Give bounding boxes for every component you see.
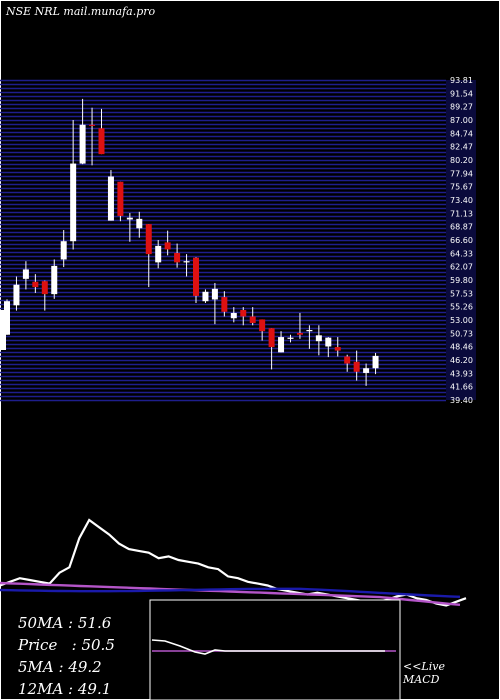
- price-tick-label: 43.93: [450, 369, 473, 378]
- price-tick-label: 50.73: [450, 329, 473, 338]
- candle-body: [344, 356, 351, 364]
- candle-body: [164, 242, 171, 250]
- macd-label-live: <<Live: [403, 660, 445, 673]
- price-tick-label: 84.74: [450, 129, 473, 138]
- price-tick-label: 77.94: [450, 169, 473, 178]
- candle-body: [4, 301, 10, 335]
- price-grid: [0, 79, 476, 402]
- price-tick-label: 53.00: [450, 316, 473, 325]
- price-tick-label: 91.54: [450, 89, 473, 98]
- price-tick-label: 82.47: [450, 143, 473, 152]
- candle-body: [98, 128, 105, 155]
- candle-body: [126, 217, 133, 220]
- candle-body: [259, 319, 266, 332]
- price-tick-label: 39.40: [450, 396, 473, 405]
- macd-line: [151, 639, 385, 655]
- candle-body: [70, 163, 77, 242]
- price-tick-label: 62.07: [450, 263, 473, 272]
- candle-body: [13, 284, 20, 306]
- candle-body: [240, 310, 247, 317]
- price-axis-labels: 93.81 91.54 89.27 87.00 84.74 82.47 80.20 77.94…: [450, 76, 473, 405]
- price-tick-label: 48.46: [450, 343, 473, 352]
- candle-body: [41, 281, 48, 295]
- candle-body: [79, 124, 86, 164]
- price-tick-label: 80.20: [450, 156, 473, 165]
- candle-body: [315, 335, 322, 342]
- price-tick-label: 73.40: [450, 196, 473, 205]
- candle-body: [363, 368, 370, 373]
- candle-body: [145, 224, 152, 255]
- chart-title: NSE NRL mail.munafa.pro: [5, 5, 156, 18]
- candle-body: [353, 361, 360, 372]
- candle-body: [193, 257, 199, 296]
- candle-body: [89, 124, 96, 126]
- candle-body: [32, 281, 39, 288]
- macd-label-title: MACD: [403, 673, 440, 686]
- candle-body: [0, 310, 6, 350]
- price-tick-label: 59.80: [450, 276, 473, 285]
- candle-body: [107, 176, 114, 221]
- ma-short-line: [0, 587, 461, 598]
- candle-body: [155, 245, 162, 263]
- candle-body: [296, 332, 303, 335]
- candle-body: [174, 252, 181, 263]
- candle-body: [183, 261, 190, 263]
- indicator-panel: [0, 518, 467, 607]
- price-tick-label: 64.33: [450, 249, 473, 258]
- candle-body: [334, 347, 341, 351]
- price-tick-label: 41.66: [450, 383, 473, 392]
- candle-body: [51, 265, 58, 295]
- price-tick-label: 71.13: [450, 209, 473, 218]
- candle-body: [117, 181, 124, 216]
- price-tick-label: 46.20: [450, 356, 473, 365]
- macd-panel: [149, 599, 401, 700]
- price-tick-label: 66.60: [450, 236, 473, 245]
- price-tick-label: 57.53: [450, 289, 473, 298]
- macd-label: <<Live MACD: [403, 660, 445, 686]
- candle-body: [230, 312, 237, 319]
- candle-body: [278, 337, 285, 353]
- candle-body: [268, 328, 275, 348]
- candle-body: [136, 218, 143, 229]
- candle-body: [60, 241, 67, 260]
- price-tick-label: 87.00: [450, 116, 473, 125]
- price-tick-label: 55.26: [450, 303, 473, 312]
- candle-body: [287, 337, 294, 339]
- ma5-readout: 5MA : 49.2: [18, 658, 102, 676]
- candle-body: [221, 297, 228, 312]
- candle-body: [22, 269, 29, 279]
- candle-body: [202, 291, 209, 302]
- ma12-readout: 12MA : 49.1: [18, 680, 112, 698]
- candle-body: [306, 330, 313, 332]
- price-tick-label: 75.67: [450, 183, 473, 192]
- indicator-line: [0, 518, 467, 607]
- candle-body: [249, 316, 256, 323]
- candle-body: [211, 288, 218, 300]
- candlestick-series: [0, 98, 379, 386]
- ma-long-line: [0, 581, 461, 606]
- price-axis-band: [446, 80, 476, 400]
- price-readout: Price : 50.5: [18, 636, 115, 654]
- price-tick-label: 68.87: [450, 223, 473, 232]
- candle-body: [372, 355, 379, 369]
- candle-body: [325, 337, 332, 347]
- price-tick-label: 89.27: [450, 103, 473, 112]
- ma50-readout: 50MA : 51.6: [18, 614, 112, 632]
- stats-panel: 50MA : 51.6 Price : 50.5 5MA : 49.2 12MA…: [18, 612, 115, 700]
- macd-frame: [149, 599, 401, 700]
- price-tick-label: 93.81: [450, 76, 473, 85]
